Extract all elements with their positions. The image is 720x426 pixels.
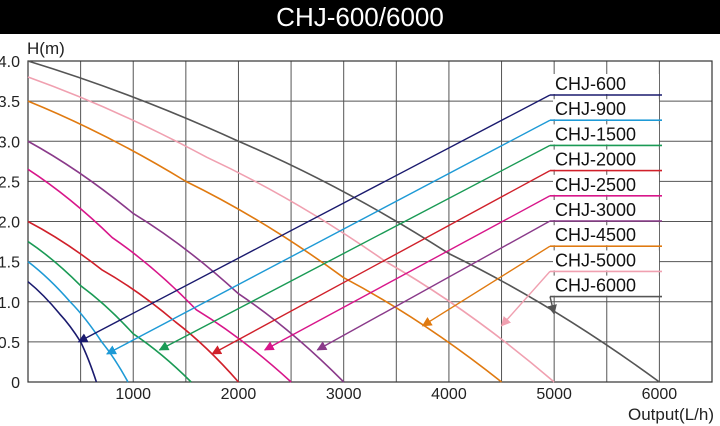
y-tick-label: 0.5 <box>0 335 20 352</box>
legend-label-chj-600: CHJ-600 <box>555 74 626 94</box>
legend-label-bg <box>553 99 659 120</box>
legend-label-chj-2000: CHJ-2000 <box>555 150 636 170</box>
series-line-chj-3000 <box>27 140 345 383</box>
y-tick-label: 4.0 <box>0 54 20 71</box>
legend-label-bg <box>553 200 659 220</box>
y-tick-label: 2.5 <box>0 174 20 191</box>
y-tick-label: 3.5 <box>0 94 20 111</box>
legend-label-chj-1500: CHJ-1500 <box>555 124 636 144</box>
x-axis-title: Output(L/h) <box>628 405 714 424</box>
series-line-chj-1500 <box>27 240 192 383</box>
series-line-chj-2500 <box>27 168 292 383</box>
legend-leader-chj-1500 <box>158 144 551 351</box>
legend-label-bg <box>553 149 659 170</box>
legend-label-bg <box>553 250 659 271</box>
legend-leader-chj-5000 <box>500 270 551 327</box>
legend-label-bg <box>553 225 659 246</box>
y-tick-label: 1.0 <box>0 295 20 312</box>
series-line-chj-5000 <box>27 76 555 383</box>
legend-leader-chj-2500 <box>263 195 551 351</box>
x-tick-label: 6000 <box>642 386 678 403</box>
legend-leader-chj-900 <box>106 119 551 355</box>
legend-leader-chj-6000 <box>547 296 557 315</box>
legend-label-chj-4500: CHJ-4500 <box>555 225 636 245</box>
x-tick-label: 5000 <box>536 386 572 403</box>
series-line-chj-900 <box>27 260 129 383</box>
legend-label-bg <box>553 124 659 145</box>
x-tick-label: 1000 <box>115 386 151 403</box>
y-axis-title: H(m) <box>27 39 65 58</box>
legend-label-bg <box>553 174 659 195</box>
y-tick-label: 2.0 <box>0 215 20 232</box>
legend-leader-chj-4500 <box>421 245 551 327</box>
series-line-chj-2000 <box>27 220 240 383</box>
legend-label-bg <box>553 275 659 296</box>
chart-title: CHJ-600/6000 <box>0 0 720 34</box>
legend-label-chj-6000: CHJ-6000 <box>555 276 636 296</box>
series-line-chj-600 <box>27 281 98 383</box>
legend-label-chj-5000: CHJ-5000 <box>555 250 636 270</box>
x-tick-label: 2000 <box>221 386 257 403</box>
legend-leader-chj-600 <box>77 94 551 343</box>
legend-label-chj-900: CHJ-900 <box>555 99 626 119</box>
x-tick-label: 4000 <box>431 386 467 403</box>
y-tick-label: 1.5 <box>0 255 20 272</box>
legend-label-chj-3000: CHJ-3000 <box>555 200 636 220</box>
legend-leader-chj-3000 <box>316 220 551 351</box>
y-tick-label: 0 <box>11 375 20 392</box>
legend-leader-chj-2000 <box>211 169 551 355</box>
legend-label-chj-2500: CHJ-2500 <box>555 175 636 195</box>
legend-label-bg <box>553 74 659 94</box>
x-tick-label: 3000 <box>326 386 362 403</box>
y-tick-label: 3.0 <box>0 134 20 151</box>
